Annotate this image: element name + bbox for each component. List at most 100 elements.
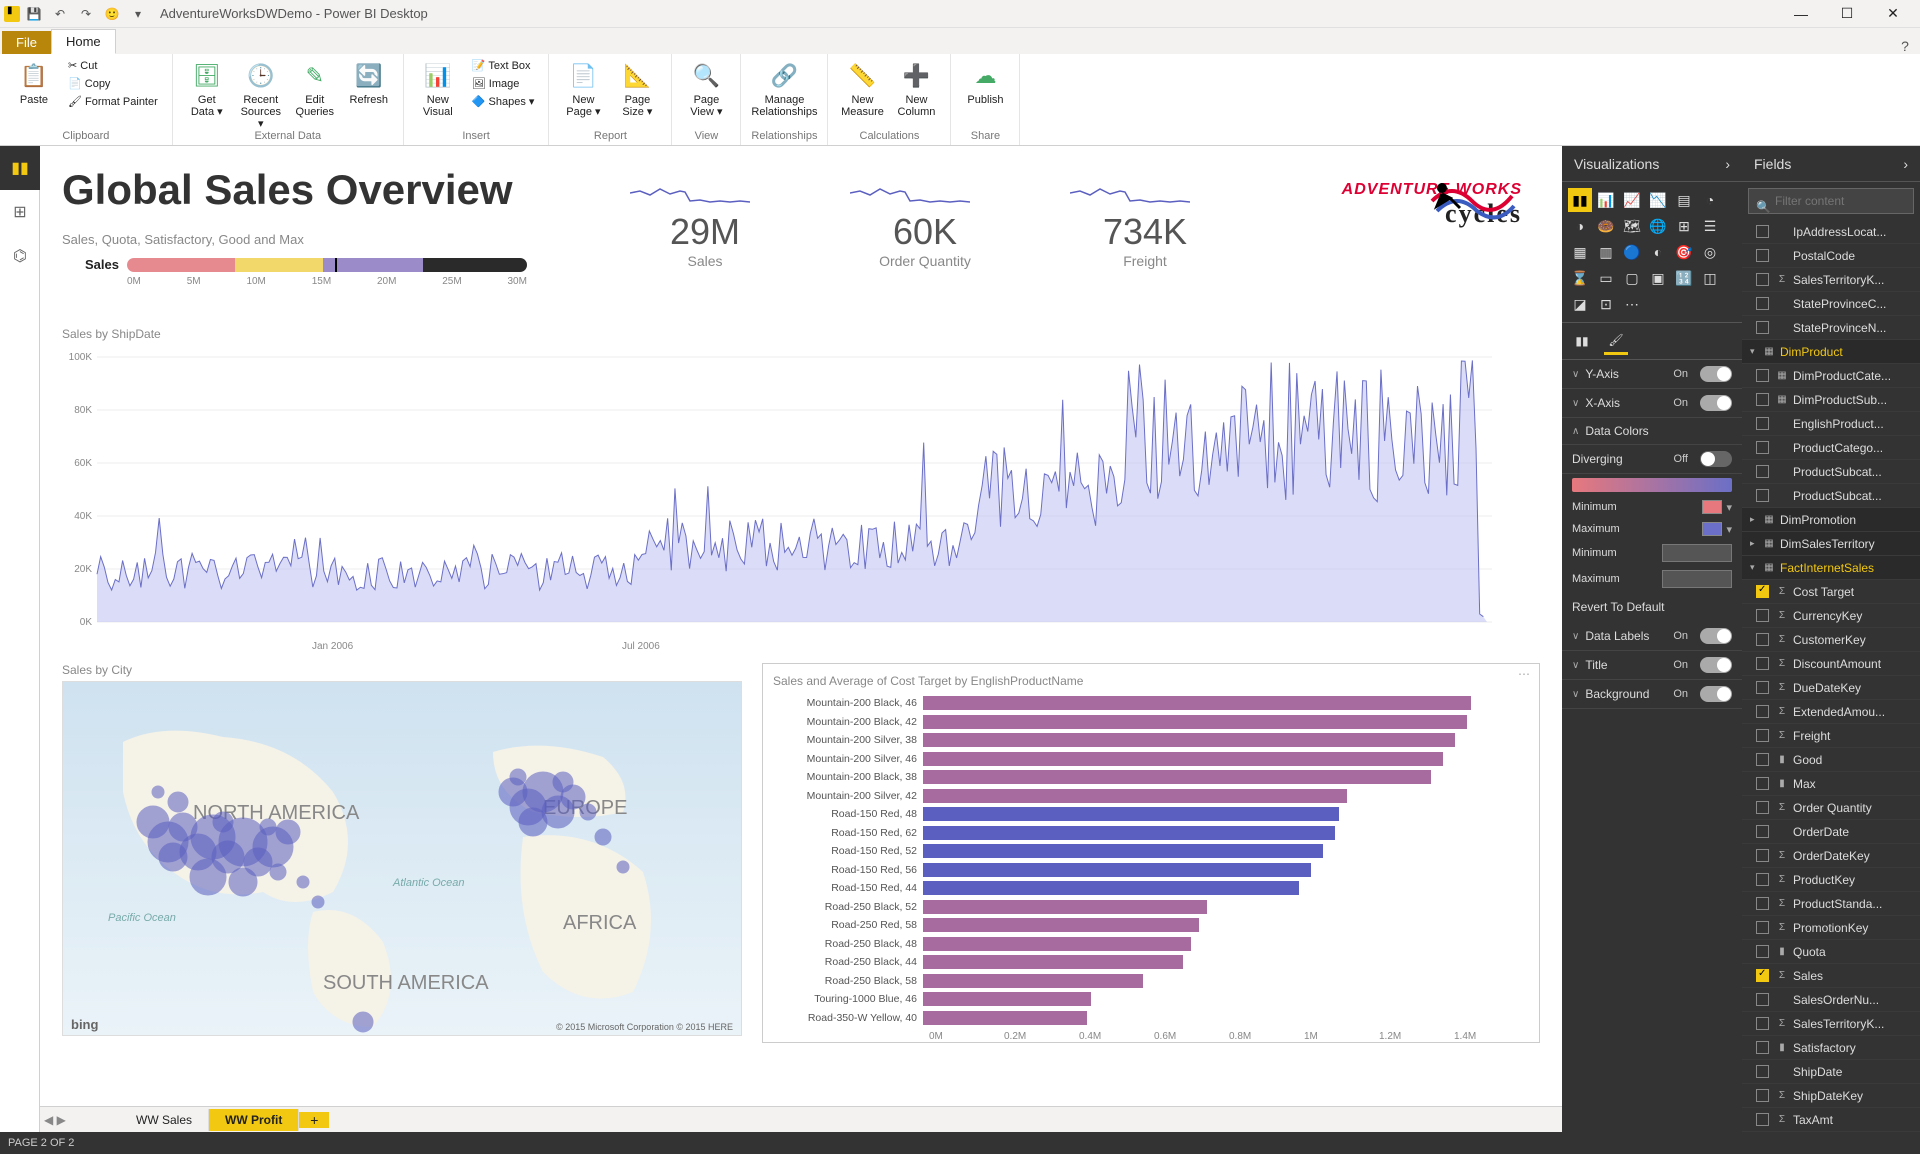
field-item[interactable]: ΣCost Target	[1742, 580, 1920, 604]
qat-dropdown-icon[interactable]: ▾	[126, 3, 150, 25]
field-item[interactable]: ▮Good	[1742, 748, 1920, 772]
view-model-icon[interactable]: ⌬	[0, 234, 40, 278]
format-row[interactable]: ∨X-AxisOn	[1562, 389, 1742, 418]
ribbon-button-small[interactable]: 🖼 Image	[468, 76, 539, 91]
field-item[interactable]: ΣDueDateKey	[1742, 676, 1920, 700]
ribbon-button[interactable]: 📐PageSize ▾	[613, 58, 661, 118]
field-item[interactable]: ΣPromotionKey	[1742, 916, 1920, 940]
field-checkbox[interactable]	[1756, 249, 1769, 262]
viz-type-icon[interactable]: ▭	[1594, 266, 1618, 290]
field-item[interactable]: ProductCatego...	[1742, 436, 1920, 460]
viz-pane-header[interactable]: Visualizations ›	[1562, 146, 1742, 182]
maximize-button[interactable]: ☐	[1824, 0, 1870, 28]
field-checkbox[interactable]	[1756, 393, 1769, 406]
format-row[interactable]: ∧Data Colors	[1562, 418, 1742, 445]
viz-type-icon[interactable]: ⊞	[1672, 214, 1696, 238]
viz-type-icon[interactable]: ◔	[1698, 188, 1722, 212]
field-item[interactable]: ΣDiscountAmount	[1742, 652, 1920, 676]
viz-type-icon[interactable]: ◫	[1698, 266, 1722, 290]
toggle[interactable]	[1700, 657, 1732, 673]
field-item[interactable]: ▮Max	[1742, 772, 1920, 796]
field-checkbox[interactable]	[1756, 1065, 1769, 1078]
viz-type-icon[interactable]: ▮▮	[1568, 188, 1592, 212]
viz-type-icon[interactable]: 🗺	[1620, 214, 1644, 238]
field-table[interactable]: ▸▦DimPromotion	[1742, 508, 1920, 532]
viz-type-icon[interactable]: ▥	[1594, 240, 1618, 264]
field-checkbox[interactable]	[1756, 1089, 1769, 1102]
viz-type-icon[interactable]: ◎	[1698, 240, 1722, 264]
field-checkbox[interactable]	[1756, 921, 1769, 934]
ribbon-button[interactable]: 📏NewMeasure	[838, 58, 886, 118]
field-table[interactable]: ▾▦DimProduct	[1742, 340, 1920, 364]
qat-undo-icon[interactable]: ↶	[48, 3, 72, 25]
field-item[interactable]: SalesOrderNu...	[1742, 988, 1920, 1012]
kpi-card[interactable]: 29M Sales	[630, 181, 780, 269]
close-button[interactable]: ✕	[1870, 0, 1916, 28]
tab-home[interactable]: Home	[51, 29, 116, 54]
viz-type-icon[interactable]: 🔵	[1620, 240, 1644, 264]
field-table[interactable]: ▾▦FactInternetSales	[1742, 556, 1920, 580]
field-item[interactable]: ΣOrderDateKey	[1742, 844, 1920, 868]
hbar-visual[interactable]: ⋯ Sales and Average of Cost Target by En…	[762, 663, 1540, 1043]
ribbon-button[interactable]: 🔄Refresh	[345, 58, 393, 106]
minimize-button[interactable]: —	[1778, 0, 1824, 28]
ribbon-button[interactable]: 🕒RecentSources ▾	[237, 58, 285, 130]
kpi-card[interactable]: 734K Freight	[1070, 181, 1220, 269]
viz-type-icon[interactable]: 📊	[1594, 188, 1618, 212]
field-item[interactable]: ΣSales	[1742, 964, 1920, 988]
area-chart[interactable]: 100K80K60K40K20K0KJan 2006Jul 2006	[62, 347, 1540, 647]
field-item[interactable]: ΣOrder Quantity	[1742, 796, 1920, 820]
ribbon-button[interactable]: ➕NewColumn	[892, 58, 940, 118]
sheet-tab-0[interactable]: WW Sales	[120, 1109, 209, 1131]
field-checkbox[interactable]	[1756, 849, 1769, 862]
field-checkbox[interactable]	[1756, 705, 1769, 718]
viz-type-icon[interactable]: 🌐	[1646, 214, 1670, 238]
format-row[interactable]: ∨BackgroundOn	[1562, 680, 1742, 709]
toggle[interactable]	[1700, 395, 1732, 411]
toggle[interactable]	[1700, 366, 1732, 382]
field-checkbox[interactable]	[1756, 369, 1769, 382]
field-item[interactable]: ΣExtendedAmou...	[1742, 700, 1920, 724]
field-checkbox[interactable]	[1756, 609, 1769, 622]
qat-save-icon[interactable]: 💾	[22, 3, 46, 25]
ribbon-button[interactable]: 📋Paste	[10, 58, 58, 106]
field-item[interactable]: ProductSubcat...	[1742, 460, 1920, 484]
field-item[interactable]: StateProvinceN...	[1742, 316, 1920, 340]
ribbon-button[interactable]: 📊NewVisual	[414, 58, 462, 118]
field-item[interactable]: ΣFreight	[1742, 724, 1920, 748]
ribbon-button-small[interactable]: ✂ Cut	[64, 58, 162, 73]
diverging-row[interactable]: Diverging Off	[1562, 445, 1742, 474]
field-checkbox[interactable]	[1756, 657, 1769, 670]
field-item[interactable]: ΣShipDateKey	[1742, 1084, 1920, 1108]
qat-smile-icon[interactable]: 🙂	[100, 3, 124, 25]
visual-menu-icon[interactable]: ⋯	[1518, 667, 1531, 681]
viz-type-icon[interactable]: ⋯	[1620, 292, 1644, 316]
ribbon-button[interactable]: ✎EditQueries	[291, 58, 339, 118]
field-item[interactable]: StateProvinceC...	[1742, 292, 1920, 316]
field-item[interactable]: OrderDate	[1742, 820, 1920, 844]
field-checkbox[interactable]	[1756, 465, 1769, 478]
field-item[interactable]: ΣProductStanda...	[1742, 892, 1920, 916]
collapse-icon[interactable]: ›	[1725, 156, 1730, 172]
diverging-toggle[interactable]	[1700, 451, 1732, 467]
field-item[interactable]: ΣCustomerKey	[1742, 628, 1920, 652]
viz-type-icon[interactable]: ▣	[1646, 266, 1670, 290]
color-swatch[interactable]	[1702, 500, 1722, 514]
viz-type-icon[interactable]: ▦	[1568, 240, 1592, 264]
ribbon-button[interactable]: 📄NewPage ▾	[559, 58, 607, 118]
field-item[interactable]: EnglishProduct...	[1742, 412, 1920, 436]
field-checkbox[interactable]	[1756, 681, 1769, 694]
viz-type-icon[interactable]: ▤	[1672, 188, 1696, 212]
field-checkbox[interactable]	[1756, 993, 1769, 1006]
field-checkbox[interactable]	[1756, 633, 1769, 646]
fields-tab-icon[interactable]: ▮▮	[1570, 327, 1594, 355]
field-checkbox[interactable]	[1756, 273, 1769, 286]
field-checkbox[interactable]	[1756, 753, 1769, 766]
search-input[interactable]	[1748, 188, 1914, 214]
report-canvas[interactable]: Global Sales Overview ADVENTURE WORKS cy…	[40, 146, 1562, 1106]
color-swatch[interactable]	[1702, 522, 1722, 536]
viz-type-icon[interactable]: ⊡	[1594, 292, 1618, 316]
field-checkbox[interactable]	[1756, 417, 1769, 430]
ribbon-button[interactable]: 🔍PageView ▾	[682, 58, 730, 118]
field-checkbox[interactable]	[1756, 585, 1769, 598]
